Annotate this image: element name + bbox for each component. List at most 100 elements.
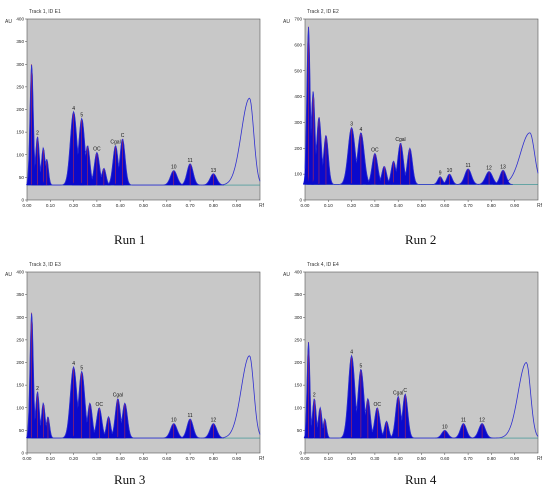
chart-run-3: Track 3, ID E3 AU 0 50 100 150 200 250 300 350 400… [5, 258, 270, 473]
x-tick-label: 0.60 [162, 456, 171, 461]
x-tick-label: 0.80 [487, 203, 496, 208]
x-tick-label: 0.90 [510, 456, 519, 461]
peak-label: Cgal [395, 137, 405, 143]
x-tick-label: 0.10 [46, 456, 55, 461]
chart-svg: Track 2, ID E2 AU 0 100 200 300 400 500 600 700 0.… [283, 9, 543, 209]
y-tick-label: 50 [19, 428, 25, 433]
x-tick-label: 0.40 [116, 203, 125, 208]
x-tick-label: 0.50 [417, 203, 426, 208]
caption-run-3: Run 3 [114, 472, 146, 487]
x-tick-label: 0.30 [370, 456, 379, 461]
peak-label: 4 [360, 127, 363, 133]
y-tick-label: 400 [294, 94, 302, 99]
peak-label: OC [93, 146, 101, 152]
peak-label: 11 [461, 418, 466, 424]
y-tick-label: 200 [16, 107, 24, 112]
y-axis-label: AU [5, 272, 12, 278]
y-tick-label: 300 [294, 315, 302, 320]
y-tick-label: 150 [16, 383, 24, 388]
x-tick-label: 0.70 [464, 456, 473, 461]
peak-label: OC [95, 402, 103, 408]
peak-label: C [403, 388, 407, 394]
x-tick-label: 0.60 [440, 456, 449, 461]
peak-label: 4 [72, 106, 75, 112]
caption-run-4: Run 4 [405, 472, 437, 487]
peak-label: Cgal [110, 140, 120, 146]
x-tick-label: 0.10 [324, 456, 333, 461]
profile-line [304, 342, 539, 439]
x-axis-label: Rf [259, 456, 265, 462]
peak-label: 11 [187, 158, 192, 164]
peak-label: 2 [313, 393, 316, 399]
chart-run-2: Track 2, ID E2 AU 0 100 200 300 400 500 600 700 0.… [283, 5, 548, 220]
x-axis-label: Rf [537, 456, 543, 462]
y-tick-label: 50 [297, 428, 303, 433]
y-tick-label: 400 [16, 270, 24, 275]
chart-title: Track 3, ID E3 [29, 262, 61, 268]
y-tick-label: 200 [16, 360, 24, 365]
x-tick-label: 0.20 [347, 203, 356, 208]
x-tick-label: 0.20 [347, 456, 356, 461]
profile-line [26, 313, 261, 439]
y-tick-label: 300 [16, 315, 24, 320]
peak-label: 13 [211, 168, 217, 174]
peak-label: 11 [187, 413, 192, 419]
x-tick-label: 0.20 [69, 203, 78, 208]
y-tick-label: 250 [294, 337, 302, 342]
x-tick-label: 0.40 [116, 456, 125, 461]
peak-label: C [121, 133, 125, 139]
peak-label: 4 [72, 361, 75, 367]
x-tick-label: 0.10 [324, 203, 333, 208]
y-tick-label: 300 [16, 62, 24, 67]
x-tick-label: 0.30 [92, 456, 101, 461]
x-tick-label: 0.70 [186, 203, 195, 208]
peak-label: 12 [479, 418, 485, 424]
x-tick-label: 0.60 [162, 203, 171, 208]
chart-svg: Track 1, ID E1 AU 0 50 100 150 200 250 300 350 400… [5, 9, 265, 209]
x-tick-label: 0.80 [209, 203, 218, 208]
y-tick-label: 50 [19, 175, 25, 180]
caption-run-2: Run 2 [405, 232, 437, 247]
y-tick-label: 500 [294, 68, 302, 73]
y-tick-label: 100 [16, 405, 24, 410]
y-tick-label: 400 [16, 17, 24, 22]
x-tick-label: 0.50 [139, 456, 148, 461]
y-tick-label: 0 [299, 198, 302, 203]
y-tick-label: 150 [294, 383, 302, 388]
y-axis-label: AU [5, 19, 12, 25]
y-tick-label: 0 [21, 451, 24, 456]
peak-label: 5 [80, 366, 83, 372]
peak-label: 10 [171, 418, 177, 424]
x-tick-label: 0.20 [69, 456, 78, 461]
peak-label: OC [373, 402, 381, 408]
chart-title: Track 2, ID E2 [307, 9, 339, 15]
plot-area [304, 271, 539, 454]
y-tick-label: 100 [294, 405, 302, 410]
peak-label: 4 [350, 350, 353, 356]
x-tick-label: 0.70 [186, 456, 195, 461]
y-tick-label: 100 [294, 172, 302, 177]
x-tick-label: 0.80 [209, 456, 218, 461]
peak-label: 5 [80, 113, 83, 119]
peak-label: 12 [486, 166, 492, 172]
y-tick-label: 600 [294, 42, 302, 47]
y-tick-label: 700 [294, 17, 302, 22]
x-tick-label: 0.00 [301, 203, 310, 208]
x-tick-label: 0.90 [510, 203, 519, 208]
peak-label: Cgal [393, 390, 403, 396]
chart-title: Track 4, ID E4 [307, 262, 339, 268]
peak-label: 12 [211, 418, 217, 424]
x-tick-label: 0.90 [232, 456, 241, 461]
profile-line [304, 26, 539, 185]
x-tick-label: 0.60 [440, 203, 449, 208]
x-tick-label: 0.00 [23, 203, 32, 208]
plot-area [26, 271, 261, 454]
y-tick-label: 250 [16, 84, 24, 89]
plot-area [26, 18, 261, 201]
y-tick-label: 350 [16, 292, 24, 297]
x-tick-label: 0.50 [417, 456, 426, 461]
caption-run-1: Run 1 [114, 232, 146, 247]
x-tick-label: 0.90 [232, 203, 241, 208]
peak-label: 10 [447, 168, 453, 174]
peak-label: 3 [350, 122, 353, 128]
